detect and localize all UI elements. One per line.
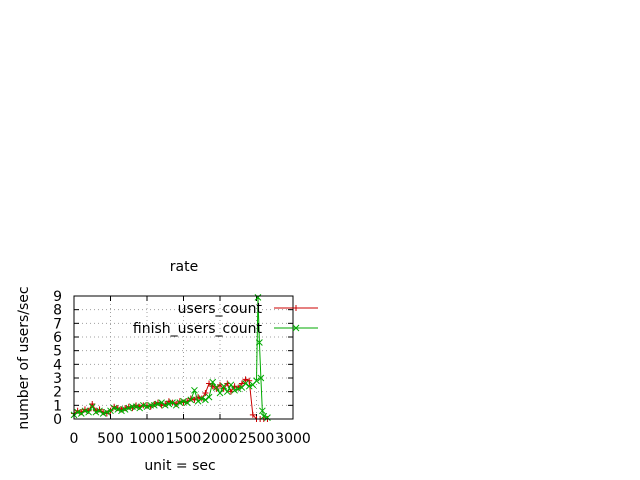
data-point (205, 393, 213, 401)
data-point (99, 410, 107, 417)
data-point (136, 404, 144, 412)
data-point (150, 401, 158, 409)
y-tick-label: 0 (53, 412, 62, 428)
x-axis-label: unit = sec (144, 458, 215, 474)
data-point (139, 401, 147, 409)
data-point (85, 408, 92, 416)
data-point (88, 403, 96, 411)
data-point (110, 404, 118, 412)
data-point (256, 339, 263, 346)
data-point (198, 395, 206, 402)
y-tick-label: 4 (53, 357, 62, 373)
x-tick-label: 1000 (129, 431, 165, 447)
x-tick-label: 1500 (166, 431, 202, 447)
data-point (246, 377, 253, 384)
data-point (81, 407, 89, 415)
data-point (172, 401, 180, 409)
series-finish-users-count (70, 294, 271, 421)
plot-series (70, 294, 271, 422)
data-point (220, 382, 228, 390)
data-point (260, 412, 268, 420)
data-point (249, 411, 256, 418)
data-point (253, 377, 260, 385)
data-point (161, 401, 169, 409)
data-point (107, 407, 114, 415)
data-point (165, 400, 173, 408)
data-point (216, 389, 224, 397)
y-axis-label: number of users/sec (16, 286, 32, 429)
data-point (132, 403, 140, 411)
data-point (209, 378, 217, 386)
data-point (245, 382, 253, 390)
data-point (92, 408, 100, 416)
data-point (74, 408, 82, 416)
y-tick-label: 5 (53, 344, 62, 360)
legend-item: finish_users_count (133, 321, 318, 337)
data-point (96, 407, 103, 415)
y-tick-label: 2 (53, 385, 62, 401)
data-point (231, 386, 238, 394)
data-point (212, 384, 220, 391)
data-point (77, 410, 85, 417)
data-point (118, 407, 125, 415)
data-point (180, 397, 187, 405)
data-point (258, 407, 266, 415)
y-tick-label: 8 (53, 303, 62, 319)
data-point (158, 399, 165, 406)
x-tick-label: 0 (70, 431, 79, 447)
data-point (242, 376, 249, 383)
data-point (191, 386, 198, 394)
data-point (238, 380, 245, 387)
legend-marker (292, 324, 300, 332)
y-tick-label: 3 (53, 371, 62, 387)
data-point (223, 388, 231, 396)
x-tick-label: 2500 (239, 431, 275, 447)
data-point (202, 396, 209, 404)
y-tick-label: 9 (53, 289, 62, 305)
data-point (176, 399, 184, 406)
data-point (254, 294, 262, 301)
y-tick-label: 7 (53, 316, 62, 332)
y-tick-label: 6 (53, 330, 62, 346)
data-point (242, 380, 249, 387)
x-tick-label: 500 (97, 431, 124, 447)
data-point (194, 397, 202, 405)
plot-frame (73, 295, 294, 420)
data-point (187, 396, 195, 404)
data-point (227, 381, 235, 389)
data-point (125, 404, 133, 412)
data-point (143, 403, 151, 411)
data-point (114, 406, 122, 413)
data-point (169, 399, 176, 406)
data-point (154, 400, 162, 408)
data-point (234, 385, 242, 393)
legend-marker (293, 305, 299, 311)
legend-item: users_count (178, 301, 318, 317)
x-tick-label: 2000 (202, 431, 238, 447)
data-point (183, 399, 191, 406)
legend-label: users_count (178, 301, 263, 317)
data-point (103, 408, 111, 416)
grid (74, 296, 293, 419)
data-point (202, 390, 209, 397)
y-tick-label: 1 (53, 398, 62, 414)
data-point (121, 406, 129, 413)
data-point (264, 414, 271, 421)
legend: users_count finish_users_count (133, 301, 318, 337)
x-tick-label: 3000 (275, 431, 311, 447)
chart-title: rate (170, 259, 198, 275)
data-point (257, 374, 265, 382)
legend-label: finish_users_count (133, 321, 263, 337)
